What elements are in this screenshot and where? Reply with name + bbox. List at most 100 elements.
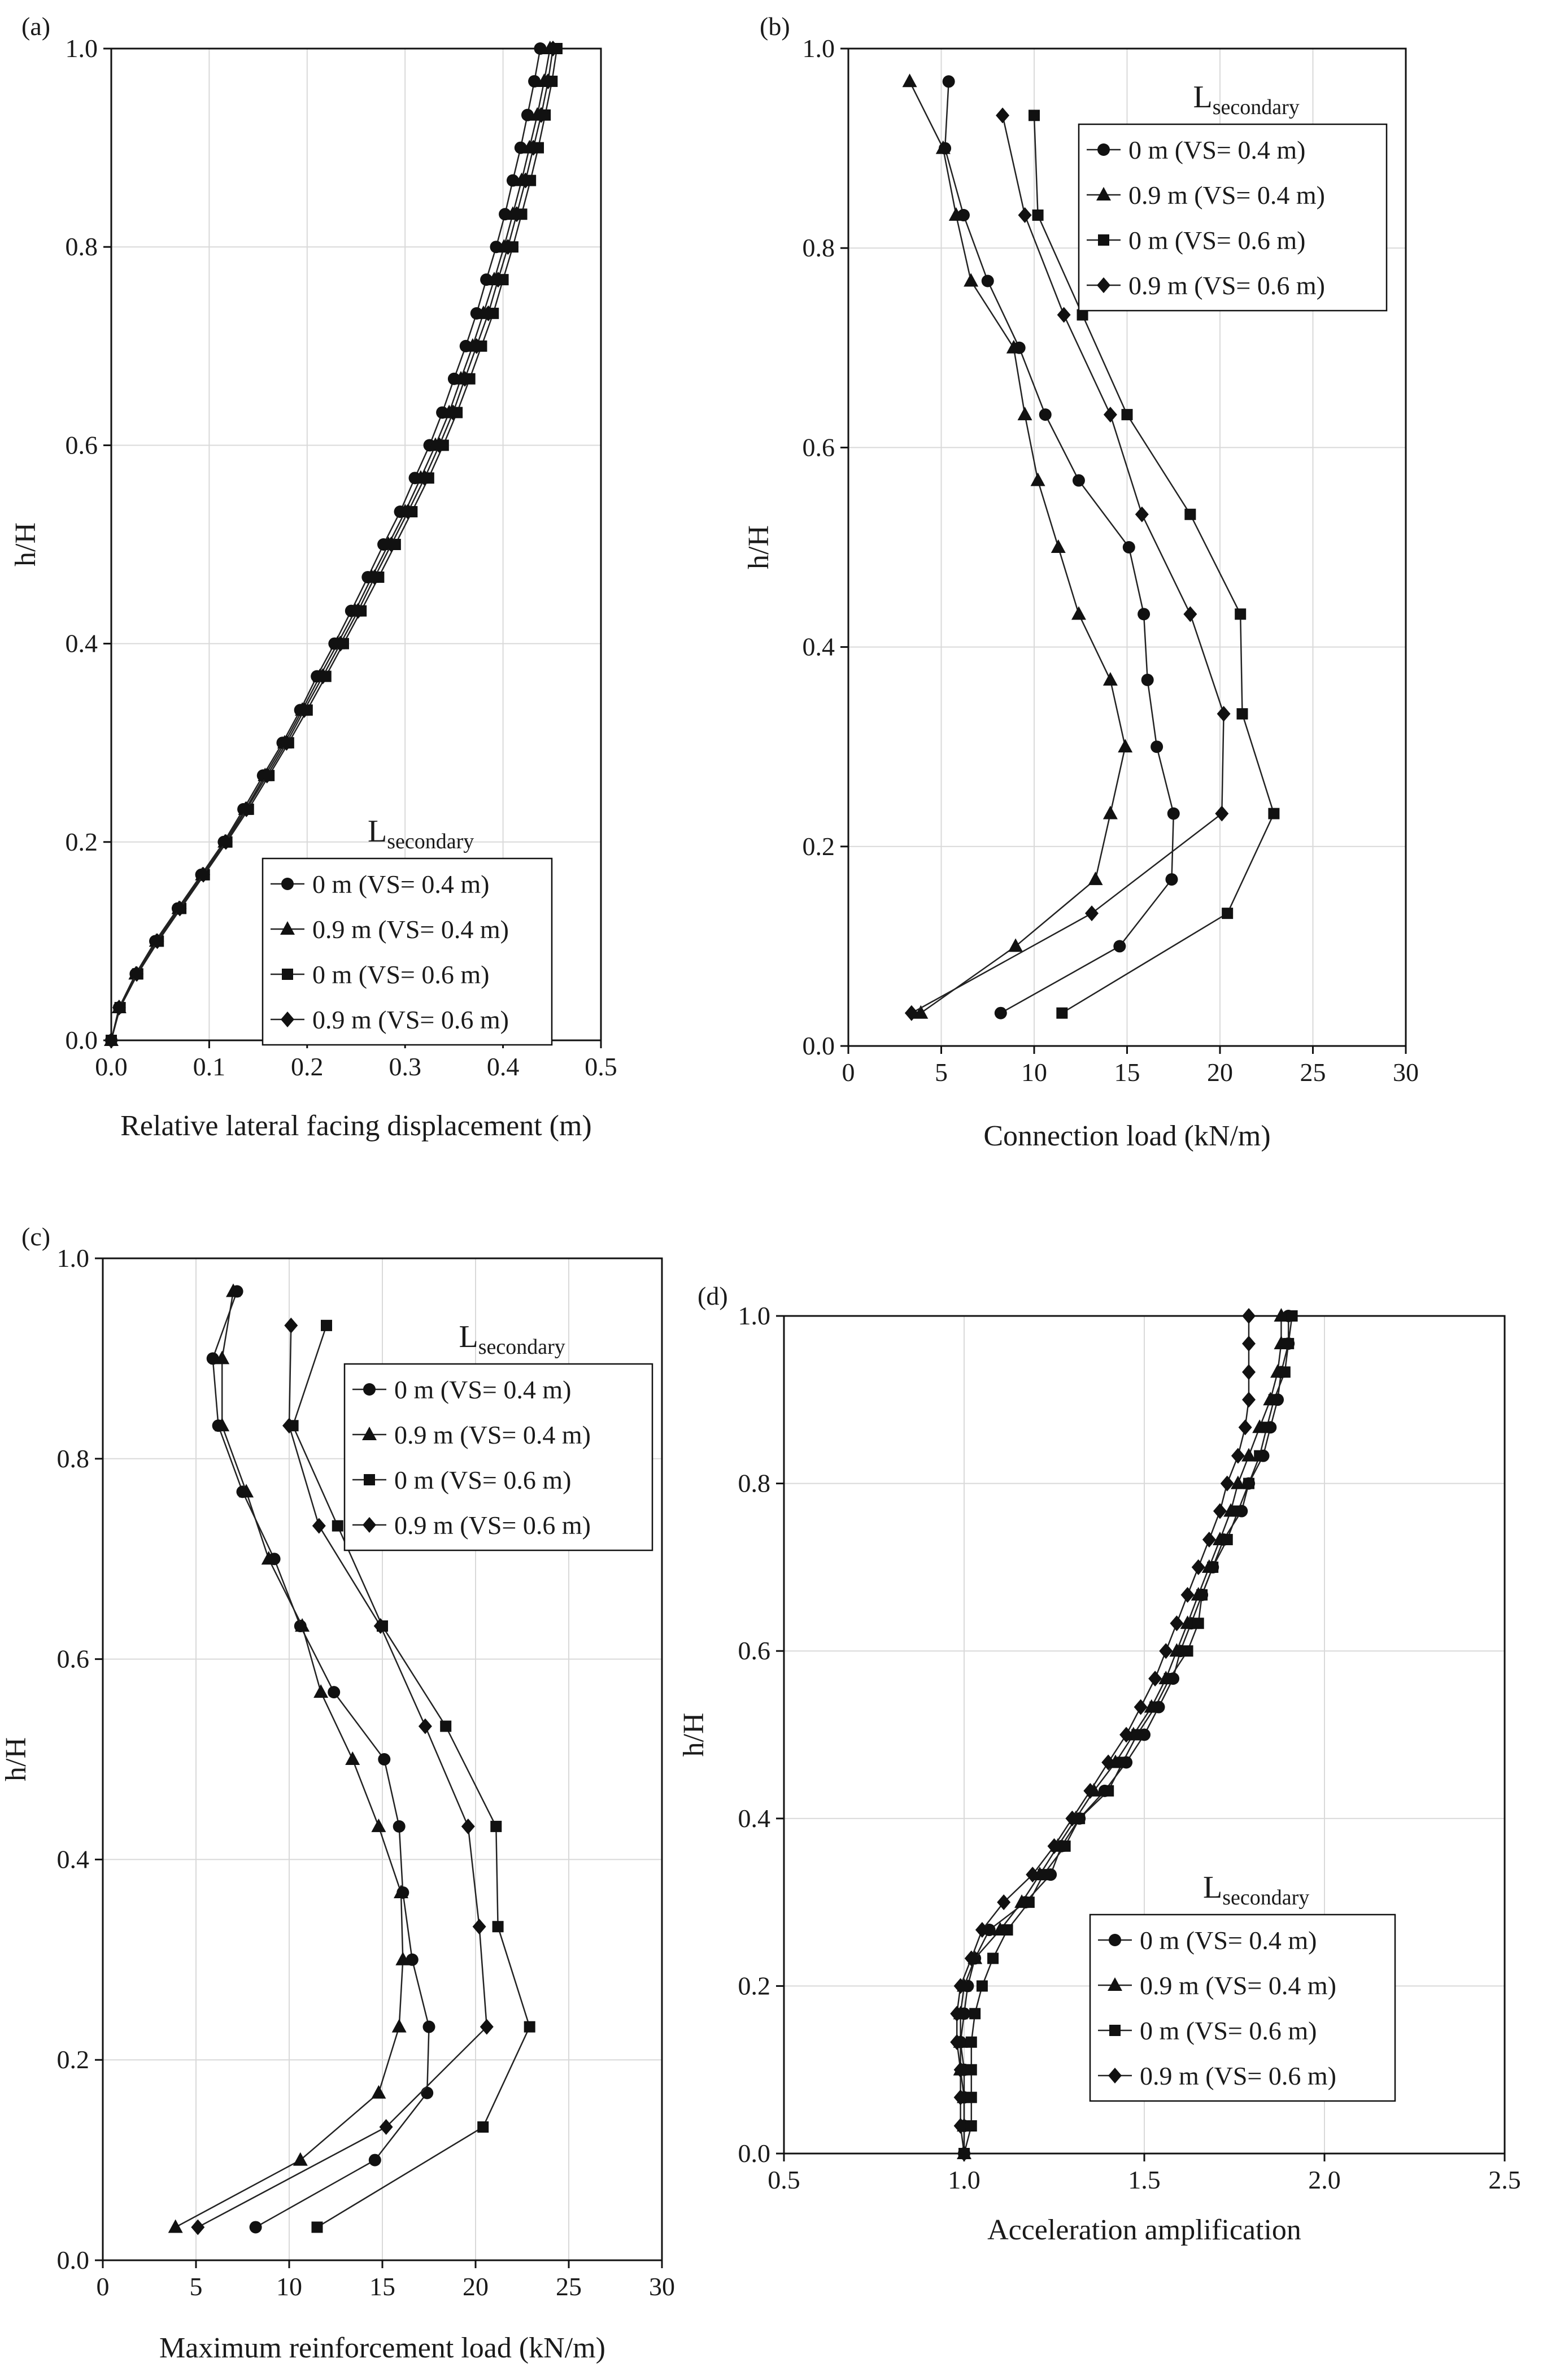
y-tick-label: 0.0 — [57, 2246, 90, 2274]
data-point — [1217, 705, 1231, 722]
data-point — [472, 1919, 486, 1935]
data-point — [953, 2089, 968, 2106]
x-tick-label: 20 — [463, 2272, 489, 2301]
data-point — [401, 504, 415, 520]
legend-marker — [1108, 2068, 1122, 2083]
y-tick-label: 0.0 — [66, 1026, 98, 1054]
x-tick-label: 1.5 — [1128, 2165, 1161, 2194]
panel-d: 0.5 1.0 1.5 2.0 2.50.00.20.40.60.81.0Acceler… — [678, 1281, 1521, 2246]
y-tick-label: 0.6 — [803, 433, 835, 461]
data-point — [1056, 1007, 1068, 1019]
data-point — [950, 2006, 964, 2022]
x-tick-label: 30 — [1393, 1058, 1419, 1087]
y-tick-label: 0.8 — [738, 1469, 771, 1498]
data-point — [541, 73, 555, 89]
panel-b: 0 5 10 15 20 25 30 0.0 0.2 0.4 0.6 0.8 1.0 Connection… — [743, 12, 1419, 1152]
data-point — [534, 107, 548, 123]
data-point — [976, 1980, 988, 1992]
data-point — [1170, 1615, 1184, 1632]
legend-title: Lsecondary — [459, 1319, 565, 1359]
data-point — [1084, 905, 1099, 922]
data-point — [1183, 606, 1197, 622]
x-tick-label: 10 — [276, 2272, 302, 2301]
data-point — [481, 305, 495, 321]
x-tick-label: 0.2 — [291, 1052, 324, 1081]
data-point — [1192, 1618, 1204, 1629]
series-triangle — [168, 1283, 411, 2233]
series-triangle — [902, 73, 1133, 1019]
data-point — [1169, 1643, 1184, 1657]
x-tick-label: 5 — [190, 2272, 203, 2301]
data-point — [446, 404, 460, 421]
data-point — [965, 2036, 977, 2048]
data-point — [373, 1618, 387, 1634]
data-point — [280, 735, 294, 751]
data-point — [1148, 1671, 1162, 1687]
data-point — [1242, 1335, 1256, 1352]
y-axis-label: h/H — [743, 525, 775, 569]
legend-entry: 0 m (VS= 0.4 m) — [312, 870, 489, 899]
data-point — [1235, 608, 1247, 620]
legend-title: Lsecondary — [368, 814, 474, 853]
data-point — [1088, 871, 1103, 886]
data-point — [219, 834, 233, 850]
data-point — [526, 140, 541, 156]
y-tick-label: 0.2 — [57, 2045, 90, 2074]
legend-entry: 0.9 m (VS= 0.6 m) — [394, 1511, 591, 1540]
data-point — [1023, 1897, 1035, 1908]
data-point — [981, 274, 994, 287]
data-point — [332, 1520, 343, 1532]
data-point — [1159, 1643, 1173, 1659]
x-axis-label: Relative lateral facing displacement (m) — [120, 1110, 592, 1142]
data-point — [1232, 1505, 1244, 1517]
data-point — [457, 370, 472, 387]
data-point — [1196, 1589, 1208, 1601]
x-tick-label: 1.0 — [948, 2165, 981, 2194]
data-point — [964, 273, 979, 287]
data-point — [957, 2146, 971, 2161]
data-point — [371, 2085, 386, 2099]
data-point — [1074, 1812, 1086, 1824]
legend-title: Lsecondary — [1203, 1870, 1309, 1910]
legend-entry: 0 m (VS= 0.4 m) — [1128, 136, 1305, 164]
data-point — [316, 668, 330, 685]
legend-entry: 0.9 m (VS= 0.6 m) — [312, 1005, 509, 1034]
y-tick-label: 0.2 — [66, 827, 98, 856]
panel-c: 0 5 10 15 20 25 30 0.0 0.2 0.4 0.6 0.8 1.0 Maximum re… — [0, 1222, 675, 2364]
legend-box — [1078, 123, 1388, 312]
data-point — [469, 338, 483, 354]
y-tick-label: 1.0 — [57, 1244, 90, 1272]
data-point — [1135, 506, 1149, 522]
data-point — [1077, 309, 1088, 321]
legend-entry: 0 m (VS= 0.6 m) — [312, 960, 489, 989]
data-point — [406, 1953, 419, 1966]
data-point — [1222, 908, 1234, 919]
data-point — [239, 801, 254, 817]
data-point — [260, 768, 274, 784]
data-point — [501, 239, 515, 255]
data-point — [969, 2008, 981, 2020]
data-point — [191, 2219, 205, 2235]
y-tick-label: 0.0 — [803, 1031, 835, 1060]
data-point — [297, 702, 311, 718]
data-point — [1121, 409, 1133, 421]
data-point — [953, 2061, 968, 2078]
data-point — [379, 2119, 393, 2135]
x-tick-label: 25 — [1300, 1058, 1326, 1087]
data-point — [1047, 1838, 1061, 1854]
data-point — [440, 1720, 452, 1732]
data-point — [997, 1894, 1011, 1911]
data-point — [491, 272, 505, 288]
data-point — [1006, 339, 1021, 354]
series-diamond — [191, 1317, 494, 2235]
y-tick-label: 0.6 — [66, 430, 98, 459]
legend-marker — [1109, 1934, 1121, 1946]
x-tick-label: 5 — [935, 1058, 948, 1087]
panel-label: (d) — [698, 1281, 728, 1310]
data-point — [902, 73, 917, 88]
data-point — [295, 1618, 310, 1632]
data-point — [1242, 1392, 1256, 1408]
y-tick-label: 0.8 — [66, 232, 98, 261]
data-point — [1026, 1867, 1040, 1883]
